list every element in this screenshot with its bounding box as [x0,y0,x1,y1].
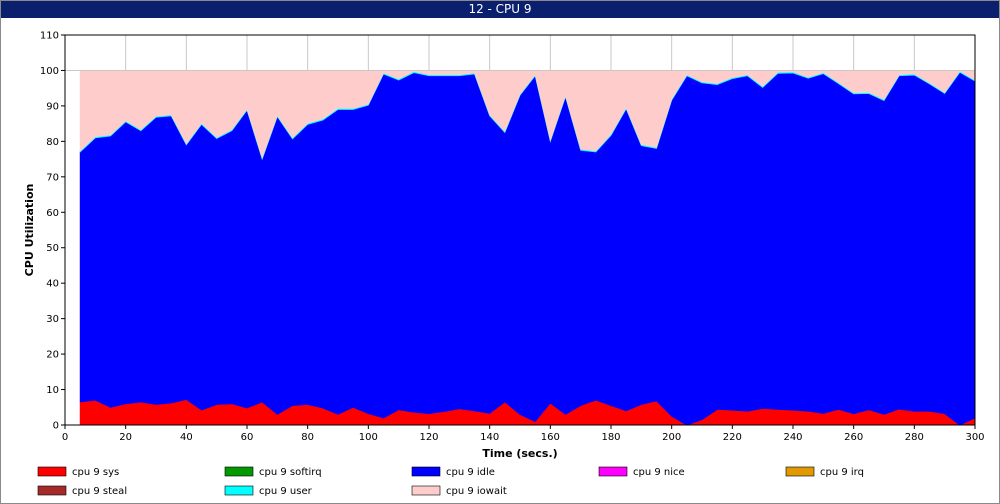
y-tick-label: 50 [46,243,59,254]
x-tick-label: 20 [119,432,132,443]
x-axis-title: Time (secs.) [482,447,557,460]
legend-label: cpu 9 irq [820,467,864,478]
legend-swatch [224,466,254,477]
x-tick-label: 300 [965,432,984,443]
legend-swatch [37,485,67,496]
legend-label: cpu 9 idle [446,467,495,478]
y-tick-label: 0 [53,421,59,432]
x-tick-label: 0 [62,432,68,443]
y-tick-label: 110 [40,31,59,42]
legend-swatch [411,466,441,477]
y-axis-title: CPU Utilization [23,184,36,277]
x-tick-label: 280 [905,432,924,443]
y-tick-label: 10 [46,385,59,396]
legend-swatch [785,466,815,477]
legend-swatch [598,466,628,477]
x-tick-label: 180 [601,432,620,443]
x-tick-label: 240 [783,432,802,443]
legend-swatch [224,485,254,496]
legend-label: cpu 9 nice [633,467,685,478]
x-tick-label: 160 [541,432,560,443]
x-tick-label: 260 [844,432,863,443]
legend-label: cpu 9 softirq [259,467,322,478]
legend-label: cpu 9 steal [72,486,127,497]
x-tick-label: 200 [662,432,681,443]
x-tick-label: 100 [359,432,378,443]
y-tick-label: 60 [46,208,59,219]
y-tick-label: 70 [46,172,59,183]
legend-swatch [37,466,67,477]
y-tick-label: 30 [46,314,59,325]
legend-label: cpu 9 iowait [446,486,507,497]
x-tick-label: 220 [723,432,742,443]
plot-frame [64,34,976,426]
x-tick-label: 80 [301,432,314,443]
y-tick-label: 40 [46,279,59,290]
chart-title: 12 - CPU 9 [1,1,999,18]
y-tick-label: 100 [40,66,59,77]
x-tick-label: 60 [241,432,254,443]
x-tick-label: 140 [480,432,499,443]
y-tick-label: 80 [46,137,59,148]
legend-label: cpu 9 user [259,486,313,497]
y-tick-label: 90 [46,101,59,112]
y-tick-label: 20 [46,350,59,361]
x-tick-label: 120 [419,432,438,443]
data-point-cpu-9-iowait [413,71,414,72]
legend-swatch [411,485,441,496]
x-tick-label: 40 [180,432,193,443]
legend-label: cpu 9 sys [72,467,119,478]
